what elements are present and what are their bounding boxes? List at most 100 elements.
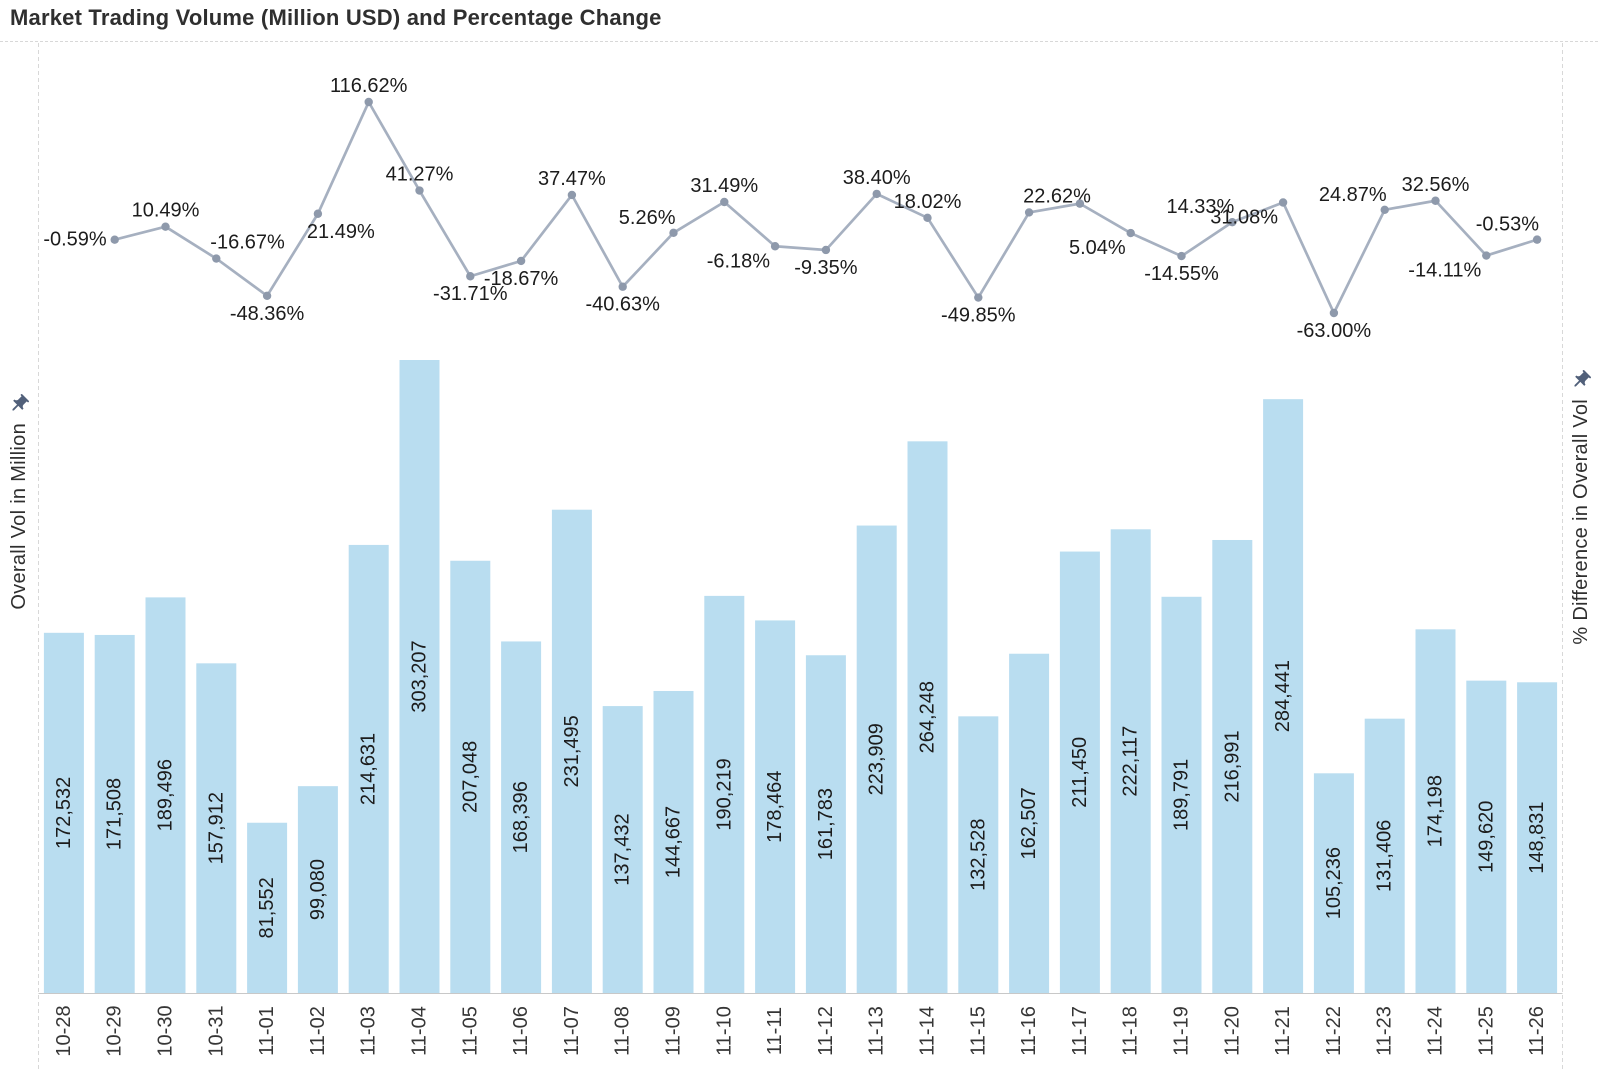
line-point-11-19[interactable] <box>1177 251 1186 261</box>
line-point-11-21[interactable] <box>1278 198 1288 207</box>
bar-11-02[interactable] <box>297 786 338 993</box>
bar-11-18[interactable] <box>1110 529 1151 993</box>
line-point-10-29[interactable] <box>110 235 119 244</box>
bar-10-28[interactable] <box>43 632 84 993</box>
line-point-11-08[interactable] <box>618 282 627 291</box>
pct-label-11-20: 14.33% <box>1166 196 1234 218</box>
bar-label-11-15: 132,528 <box>967 819 989 891</box>
bar-11-10[interactable] <box>704 595 745 993</box>
bar-label-11-22: 105,236 <box>1323 847 1345 919</box>
bar-11-23[interactable] <box>1364 718 1405 993</box>
bar-11-16[interactable] <box>1009 653 1050 993</box>
pct-label-11-04: 41.27% <box>386 164 454 186</box>
x-tick-10-29: 10-29 <box>104 1005 126 1056</box>
pct-label-10-30: 10.49% <box>132 200 200 222</box>
right-axis-title-group: % Difference in Overall Vol <box>1564 369 1598 645</box>
bar-11-15[interactable] <box>958 716 999 993</box>
left-axis-title: Overall Vol in Million <box>7 423 30 610</box>
bar-11-08[interactable] <box>602 706 643 993</box>
line-point-11-04[interactable] <box>415 186 424 195</box>
bar-10-29[interactable] <box>94 634 135 993</box>
line-point-11-23[interactable] <box>1380 205 1389 214</box>
line-point-11-16[interactable] <box>1024 208 1034 217</box>
bar-11-19[interactable] <box>1161 596 1202 993</box>
bar-11-05[interactable] <box>450 560 491 993</box>
bar-11-21[interactable] <box>1263 399 1304 993</box>
bar-11-03[interactable] <box>348 544 389 993</box>
x-tick-11-05: 11-05 <box>459 1006 481 1056</box>
bar-11-09[interactable] <box>653 690 694 993</box>
line-point-11-26[interactable] <box>1532 235 1542 244</box>
bar-11-13[interactable] <box>856 525 897 993</box>
pct-label-11-03: 116.62% <box>330 75 408 97</box>
bar-11-06[interactable] <box>501 641 542 993</box>
bar-10-31[interactable] <box>196 663 237 993</box>
bar-11-04[interactable] <box>399 360 440 993</box>
x-tick-10-28: 10-28 <box>53 1005 75 1056</box>
bar-11-22[interactable] <box>1313 773 1354 993</box>
x-tick-11-03: 11-03 <box>358 1006 380 1056</box>
pct-label-11-22: -63.00% <box>1297 320 1372 342</box>
bar-11-14[interactable] <box>907 441 948 994</box>
pushpin-icon[interactable] <box>8 393 30 415</box>
line-point-11-05[interactable] <box>466 272 475 281</box>
pct-label-11-14: 18.02% <box>894 191 962 213</box>
line-point-11-24[interactable] <box>1431 196 1440 205</box>
line-point-10-31[interactable] <box>212 254 221 263</box>
pct-label-11-18: 5.04% <box>1069 237 1126 259</box>
bar-label-11-02: 99,080 <box>307 859 329 920</box>
line-point-11-12[interactable] <box>821 245 831 255</box>
line-point-11-01[interactable] <box>262 291 272 301</box>
left-axis-title-group: Overall Vol in Million <box>2 393 36 610</box>
x-tick-11-19: 11-19 <box>1171 1006 1193 1056</box>
line-point-11-02[interactable] <box>313 209 323 218</box>
pushpin-icon[interactable] <box>1570 369 1592 391</box>
line-point-11-10[interactable] <box>720 197 729 207</box>
bar-11-17[interactable] <box>1059 551 1100 993</box>
line-point-11-25[interactable] <box>1482 251 1491 260</box>
pct-label-11-25: -14.11% <box>1408 260 1481 282</box>
line-point-11-03[interactable] <box>364 97 373 107</box>
pct-label-11-26: -0.53% <box>1476 214 1540 236</box>
line-point-11-07[interactable] <box>567 190 577 200</box>
line-point-10-30[interactable] <box>161 222 170 231</box>
pct-label-11-24: 32.56% <box>1402 174 1470 196</box>
pct-label-10-31: -16.67% <box>210 232 285 254</box>
bar-11-20[interactable] <box>1212 539 1253 993</box>
bar-10-30[interactable] <box>145 597 186 993</box>
bar-11-11[interactable] <box>755 620 796 993</box>
x-tick-11-20: 11-20 <box>1221 1006 1243 1056</box>
bar-11-12[interactable] <box>805 655 846 993</box>
line-point-11-22[interactable] <box>1329 308 1339 318</box>
bar-label-11-23: 131,406 <box>1374 820 1396 892</box>
line-point-11-18[interactable] <box>1126 228 1135 238</box>
pct-label-11-15: -49.85% <box>941 305 1016 327</box>
line-point-11-09[interactable] <box>669 228 678 238</box>
line-point-11-15[interactable] <box>974 293 983 302</box>
bar-label-11-04: 303,207 <box>409 640 431 712</box>
pct-label-11-11: -6.18% <box>707 250 771 272</box>
bar-label-11-24: 174,198 <box>1425 775 1447 847</box>
line-point-11-20[interactable] <box>1228 217 1237 227</box>
bar-label-11-07: 231,495 <box>561 715 583 787</box>
line-point-11-14[interactable] <box>923 213 932 223</box>
pct-change-line <box>113 100 1539 315</box>
bar-11-24[interactable] <box>1415 629 1456 993</box>
x-tick-11-14: 11-14 <box>917 1006 939 1056</box>
line-point-11-11[interactable] <box>770 242 780 251</box>
bar-11-25[interactable] <box>1466 680 1507 993</box>
line-point-11-17[interactable] <box>1075 199 1085 208</box>
pct-label-11-16: 22.62% <box>1023 185 1091 207</box>
bar-11-07[interactable] <box>551 509 592 993</box>
x-tick-11-15: 11-15 <box>967 1006 989 1056</box>
line-point-11-13[interactable] <box>872 189 881 199</box>
bar-11-26[interactable] <box>1517 682 1558 993</box>
x-tick-11-24: 11-24 <box>1425 1006 1447 1056</box>
bar-label-11-16: 162,507 <box>1018 787 1040 859</box>
pct-label-11-01: -48.36% <box>230 303 305 325</box>
bar-11-01[interactable] <box>247 822 288 993</box>
pct-label-11-08: -40.63% <box>585 294 660 316</box>
bar-label-11-26: 148,831 <box>1526 801 1548 873</box>
x-tick-11-11: 11-11 <box>764 1007 786 1055</box>
line-point-11-06[interactable] <box>516 256 526 266</box>
